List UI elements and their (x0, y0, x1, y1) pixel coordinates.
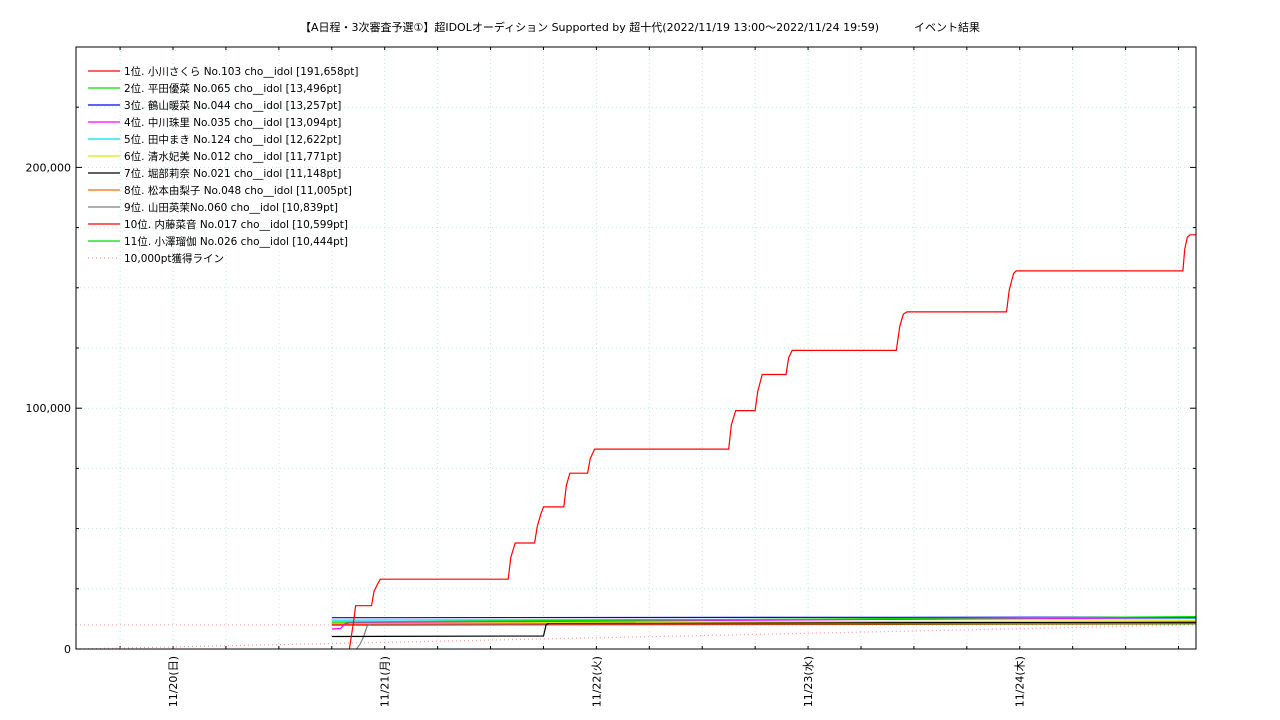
y-tick-label: 200,000 (26, 161, 72, 174)
y-tick-label: 0 (64, 643, 71, 656)
plot-frame (75, 46, 1197, 650)
legend-label-5: 5位. 田中まき No.124 cho__idol [12,622pt] (124, 133, 341, 146)
legend-label-12: 10,000pt獲得ライン (124, 252, 224, 265)
x-tick-label: 11/24(木) (1014, 656, 1027, 707)
legend-label-6: 6位. 清水妃美 No.012 cho__idol [11,771pt] (124, 150, 341, 163)
x-tick-label: 11/21(月) (379, 656, 392, 707)
series-line-12 (76, 624, 1196, 649)
legend-label-2: 2位. 平田優菜 No.065 cho__idol [13,496pt] (124, 82, 341, 95)
series-line-1 (348, 234, 1196, 649)
legend-label-3: 3位. 鶴山暖菜 No.044 cho__idol [13,257pt] (124, 99, 341, 112)
legend-label-4: 4位. 中川珠里 No.035 cho__idol [13,094pt] (124, 116, 341, 129)
legend-label-9: 9位. 山田英茉No.060 cho__idol [10,839pt] (124, 201, 338, 214)
x-tick-label: 11/23(水) (802, 656, 815, 707)
series-line-6 (331, 620, 1196, 624)
legend-label-1: 1位. 小川さくら No.103 cho__idol [191,658pt] (124, 65, 359, 78)
y-tick-label: 100,000 (26, 402, 72, 415)
legend-label-7: 7位. 堀部莉奈 No.021 cho__idol [11,148pt] (124, 167, 341, 180)
series-line-7 (331, 621, 1196, 638)
legend-label-11: 11位. 小澤瑠伽 No.026 cho__idol [10,444pt] (124, 235, 348, 248)
legend-label-10: 10位. 内藤菜音 No.017 cho__idol [10,599pt] (124, 218, 348, 231)
legend-label-8: 8位. 松本由梨子 No.048 cho__idol [11,005pt] (124, 184, 352, 197)
x-tick-label: 11/20(日) (167, 656, 180, 707)
x-tick-label: 11/22(火) (590, 656, 603, 707)
series-line-2 (331, 616, 1196, 623)
series-line-4 (331, 617, 1196, 630)
series-line-10 (331, 622, 1196, 626)
chart-title: 【A日程・3次審査予選①】超IDOLオーディション Supported by 超… (299, 21, 981, 34)
